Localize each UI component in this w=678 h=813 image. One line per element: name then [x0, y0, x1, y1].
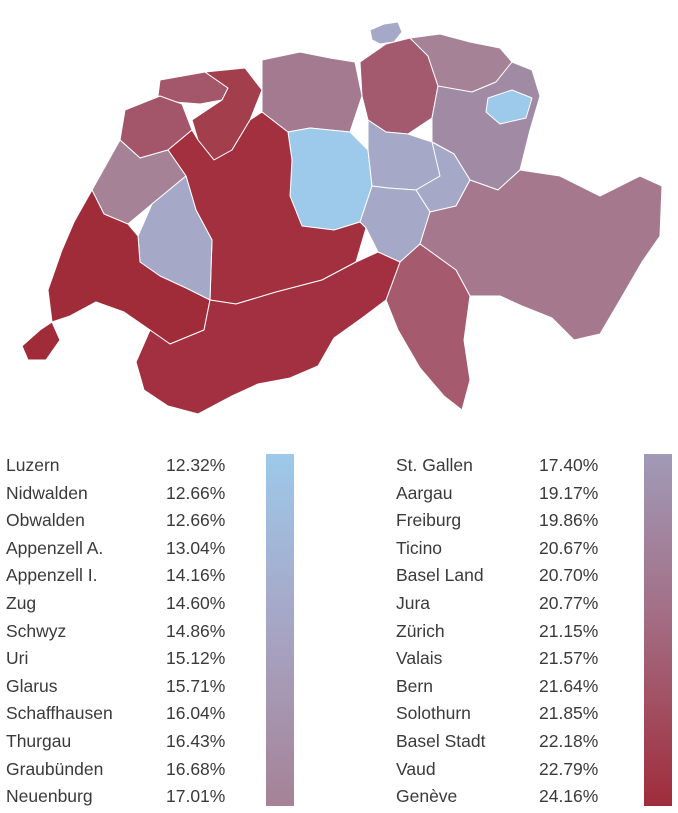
- legend-canton-name: Appenzell A.: [6, 537, 104, 558]
- legend-canton-name: Basel Land: [396, 565, 484, 586]
- legend-item: Thurgau 16.43%: [6, 728, 266, 756]
- legend-item: Nidwalden 12.66%: [6, 480, 266, 508]
- legend-percentage: 24.16%: [539, 786, 599, 807]
- legend-percentage: 16.43%: [166, 731, 226, 751]
- legend-canton-name: Obwalden: [6, 510, 85, 531]
- legend-canton-name: Jura: [396, 593, 431, 613]
- legend-percentage: 19.86%: [539, 510, 599, 531]
- legend-percentage: 22.18%: [539, 731, 599, 751]
- legend-percentage: 17.01%: [166, 786, 226, 807]
- legend-percentage: 21.64%: [539, 675, 599, 696]
- legend-color-scale-high: [644, 454, 672, 806]
- legend-item: Solothurn 21.85%: [396, 700, 656, 728]
- canton-aargau[interactable]: [261, 51, 363, 133]
- legend-percentage: 13.04%: [166, 537, 226, 558]
- legend-item: Obwalden 12.66%: [6, 507, 266, 535]
- legend-item: Appenzell I. 14.16%: [6, 562, 266, 590]
- legend-percentage: 14.86%: [166, 620, 226, 641]
- legend-percentage: 12.66%: [166, 510, 226, 531]
- legend-percentage: 12.32%: [166, 455, 226, 475]
- legend-item: St. Gallen 17.40%: [396, 452, 656, 480]
- legend-canton-name: Solothurn: [396, 703, 471, 724]
- legend-percentage: 15.71%: [166, 675, 226, 696]
- legend-canton-name: Neuenburg: [6, 786, 93, 807]
- legend-canton-name: Vaud: [396, 758, 436, 779]
- legend-canton-name: Zürich: [396, 620, 445, 641]
- legend-item: Vaud 22.79%: [396, 756, 656, 784]
- legend-percentage: 16.04%: [166, 703, 226, 724]
- canton-luzern[interactable]: [287, 127, 373, 231]
- legend-canton-name: Genève: [396, 786, 458, 807]
- switzerland-canton-map: [21, 21, 663, 415]
- legend-item: Genève 24.16%: [396, 783, 656, 811]
- legend-canton-name: Appenzell I.: [6, 565, 98, 586]
- legend-item: Appenzell A. 13.04%: [6, 535, 266, 563]
- legend-percentage: 21.85%: [539, 703, 599, 724]
- legend-percentage: 17.40%: [539, 455, 599, 475]
- legend-percentage: 20.67%: [539, 537, 599, 558]
- legend-canton-name: Schwyz: [6, 620, 67, 641]
- legend-color-scale-low: [266, 454, 294, 806]
- legend-canton-name: Uri: [6, 648, 29, 669]
- legend-item: Schwyz 14.86%: [6, 618, 266, 646]
- legend-percentage: 14.60%: [166, 593, 226, 613]
- legend-canton-name: Freiburg: [396, 510, 462, 531]
- legend-canton-name: Ticino: [396, 537, 443, 558]
- legend-canton-name: St. Gallen: [396, 455, 473, 475]
- legend-item: Freiburg 19.86%: [396, 507, 656, 535]
- legend-percentage: 14.16%: [166, 565, 226, 586]
- legend-canton-name: Valais: [396, 648, 443, 669]
- legend-item: Uri 15.12%: [6, 645, 266, 673]
- legend-item: Aargau 19.17%: [396, 480, 656, 508]
- legend-canton-name: Basel Stadt: [396, 731, 486, 751]
- canton-ticino[interactable]: [385, 243, 471, 411]
- legend-item: Zug 14.60%: [6, 590, 266, 618]
- legend-item: Neuenburg 17.01%: [6, 783, 266, 811]
- legend-canton-name: Aargau: [396, 482, 453, 503]
- canton-geneve[interactable]: [21, 321, 61, 361]
- canton-schaffhausen[interactable]: [369, 21, 403, 45]
- legend-canton-name: Schaffhausen: [6, 703, 113, 724]
- legend-percentage: 20.70%: [539, 565, 599, 586]
- legend-percentage: 16.68%: [166, 758, 226, 779]
- legend-item: Basel Stadt 22.18%: [396, 728, 656, 756]
- legend-canton-name: Luzern: [6, 455, 60, 475]
- canton-valais[interactable]: [135, 251, 401, 415]
- legend-canton-name: Zug: [6, 593, 37, 613]
- legend-item: Ticino 20.67%: [396, 535, 656, 563]
- legend-item: Glarus 15.71%: [6, 673, 266, 701]
- legend-percentage: 20.77%: [539, 593, 599, 613]
- legend-percentage: 12.66%: [166, 482, 226, 503]
- legend-item: Jura 20.77%: [396, 590, 656, 618]
- legend-item: Bern 21.64%: [396, 673, 656, 701]
- legend-item: Zürich 21.15%: [396, 618, 656, 646]
- legend-item: Luzern 12.32%: [6, 452, 266, 480]
- legend-percentage: 22.79%: [539, 758, 599, 779]
- legend-percentage: 21.15%: [539, 620, 599, 641]
- legend-canton-name: Nidwalden: [6, 482, 88, 503]
- legend-canton-name: Bern: [396, 675, 433, 696]
- legend-percentage: 19.17%: [539, 482, 599, 503]
- legend-canton-name: Graubünden: [6, 758, 104, 779]
- legend-percentage: 15.12%: [166, 648, 226, 669]
- legend-item: Graubünden 16.68%: [6, 756, 266, 784]
- legend-item: Basel Land 20.70%: [396, 562, 656, 590]
- canton-appenzell[interactable]: [485, 89, 533, 125]
- legend-canton-name: Glarus: [6, 675, 58, 696]
- canton-graubunden[interactable]: [419, 169, 663, 341]
- legend-percentage: 21.57%: [539, 648, 599, 669]
- legend-canton-name: Thurgau: [6, 731, 72, 751]
- legend-item: Valais 21.57%: [396, 645, 656, 673]
- legend-item: Schaffhausen 16.04%: [6, 700, 266, 728]
